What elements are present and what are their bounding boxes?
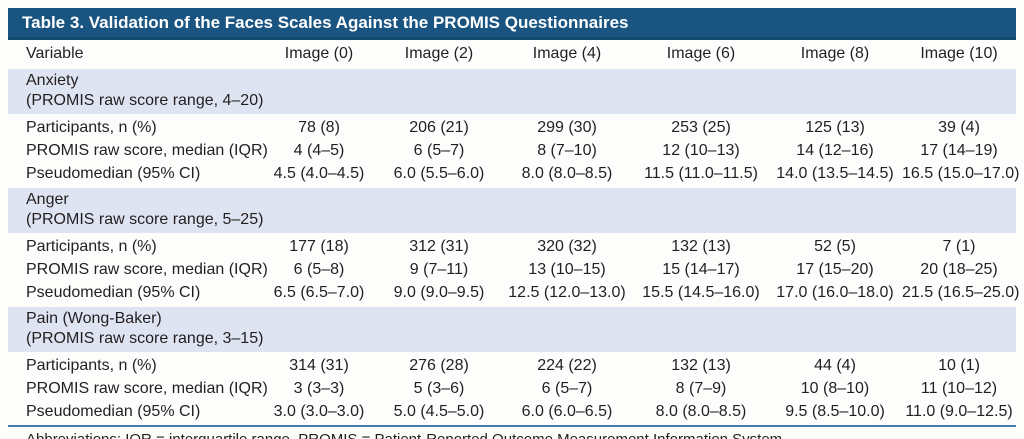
column-header-image-4: Image (4) [532, 45, 602, 62]
row-label: Pseudomedian (95% CI) [26, 403, 201, 420]
cell: 4.5 (4.0–4.5) [273, 165, 365, 182]
table-footnote: Abbreviations: IQR = interquartile range… [8, 425, 1016, 439]
row-label: PROMIS raw score, median (IQR) [26, 142, 268, 159]
cell: 11 (10–12) [920, 380, 998, 397]
row-label: Participants, n (%) [26, 238, 157, 255]
cell: 9 (7–11) [409, 261, 469, 278]
cell: 8.0 (8.0–8.5) [521, 165, 613, 182]
cell: 8.0 (8.0–8.5) [655, 403, 747, 420]
column-header-row: Variable Image (0) Image (2) Image (4) I… [8, 40, 1016, 68]
row-label: Pseudomedian (95% CI) [26, 165, 201, 182]
table-row: Pseudomedian (95% CI) 3.0 (3.0–3.0) 5.0 … [8, 400, 1016, 423]
cell: 4 (4–5) [293, 142, 345, 159]
table-row: Pseudomedian (95% CI) 4.5 (4.0–4.5) 6.0 … [8, 162, 1020, 187]
cell: 10 (8–10) [800, 380, 870, 397]
column-header-image-0: Image (0) [284, 45, 354, 62]
cell: 78 (8) [298, 119, 340, 136]
table-title: Table 3. Validation of the Faces Scales … [22, 13, 629, 32]
cell: 17.0 (16.0–18.0) [776, 284, 894, 301]
table-row: Participants, n (%) 78 (8) 206 (21) 299 … [8, 115, 1016, 139]
cell: 8 (7–10) [537, 142, 597, 159]
table-row: PROMIS raw score, median (IQR) 4 (4–5) 6… [8, 139, 1016, 162]
cell: 3.0 (3.0–3.0) [273, 403, 365, 420]
cell: 253 (25) [671, 119, 731, 136]
cell: 299 (30) [537, 119, 597, 136]
cell: 276 (28) [409, 357, 469, 374]
cell: 17 (14–19) [920, 142, 998, 159]
column-header-image-10: Image (10) [920, 45, 998, 62]
cell: 6 (5–8) [293, 261, 345, 278]
cell: 6 (5–7) [541, 380, 593, 397]
cell: 132 (13) [671, 357, 731, 374]
row-label: PROMIS raw score, median (IQR) [26, 261, 268, 278]
cell: 44 (4) [814, 357, 856, 374]
cell: 177 (18) [289, 238, 349, 255]
cell: 314 (31) [289, 357, 349, 374]
table-row: PROMIS raw score, median (IQR) 6 (5–8) 9… [8, 258, 1016, 281]
cell: 11.0 (9.0–12.5) [905, 403, 1013, 420]
cell: 39 (4) [938, 119, 980, 136]
section-name: Pain (Wong-Baker) [26, 310, 162, 327]
row-label: Participants, n (%) [26, 119, 157, 136]
cell: 14.0 (13.5–14.5) [776, 165, 894, 182]
section-range-note: (PROMIS raw score range, 4–20) [26, 92, 264, 109]
cell: 224 (22) [537, 357, 597, 374]
column-header-variable: Variable [26, 45, 84, 62]
cell: 6.0 (5.5–6.0) [393, 165, 485, 182]
section-range-note: (PROMIS raw score range, 5–25) [26, 211, 264, 228]
table-row: Participants, n (%) 177 (18) 312 (31) 32… [8, 234, 1016, 258]
cell: 5.0 (4.5–5.0) [393, 403, 485, 420]
cell: 9.5 (8.5–10.0) [785, 403, 885, 420]
section-header-anxiety: Anxiety (PROMIS raw score range, 4–20) [8, 66, 1016, 116]
column-header-image-8: Image (8) [800, 45, 870, 62]
section-name: Anxiety [26, 72, 79, 89]
section-header-pain: Pain (Wong-Baker) (PROMIS raw score rang… [8, 304, 1016, 354]
row-label: Pseudomedian (95% CI) [26, 284, 201, 301]
section-name: Anger [26, 191, 69, 208]
cell: 52 (5) [814, 238, 856, 255]
cell: 3 (3–3) [293, 380, 345, 397]
cell: 206 (21) [409, 119, 469, 136]
cell: 320 (32) [537, 238, 597, 255]
cell: 11.5 (11.0–11.5) [644, 165, 758, 182]
cell: 5 (3–6) [413, 380, 465, 397]
cell: 8 (7–9) [675, 380, 727, 397]
cell: 15 (14–17) [662, 261, 740, 278]
cell: 9.0 (9.0–9.5) [393, 284, 485, 301]
cell: 10 (1) [938, 357, 980, 374]
cell: 6 (5–7) [413, 142, 465, 159]
validation-table: Variable Image (0) Image (2) Image (4) I… [8, 40, 1020, 423]
section-header-anger: Anger (PROMIS raw score range, 5–25) [8, 185, 1016, 235]
cell: 14 (12–16) [796, 142, 874, 159]
row-label: PROMIS raw score, median (IQR) [26, 380, 268, 397]
cell: 6.0 (6.0–6.5) [521, 403, 613, 420]
table-row: PROMIS raw score, median (IQR) 3 (3–3) 5… [8, 377, 1016, 400]
cell: 312 (31) [409, 238, 469, 255]
cell: 15.5 (14.5–16.0) [642, 284, 760, 301]
cell: 16.5 (15.0–17.0) [902, 165, 1020, 182]
cell: 21.5 (16.5–25.0) [902, 284, 1020, 301]
cell: 20 (18–25) [920, 261, 998, 278]
cell: 7 (1) [942, 238, 976, 255]
table-title-bar: Table 3. Validation of the Faces Scales … [8, 8, 1016, 40]
column-header-image-2: Image (2) [404, 45, 474, 62]
column-header-image-6: Image (6) [666, 45, 736, 62]
cell: 125 (13) [805, 119, 865, 136]
table-row: Participants, n (%) 314 (31) 276 (28) 22… [8, 353, 1016, 377]
section-range-note: (PROMIS raw score range, 3–15) [26, 330, 264, 347]
cell: 12.5 (12.0–13.0) [508, 284, 626, 301]
cell: 17 (15–20) [796, 261, 874, 278]
row-label: Participants, n (%) [26, 357, 157, 374]
cell: 12 (10–13) [662, 142, 740, 159]
table-row: Pseudomedian (95% CI) 6.5 (6.5–7.0) 9.0 … [8, 281, 1020, 306]
cell: 13 (10–15) [528, 261, 606, 278]
cell: 6.5 (6.5–7.0) [273, 284, 365, 301]
cell: 132 (13) [671, 238, 731, 255]
